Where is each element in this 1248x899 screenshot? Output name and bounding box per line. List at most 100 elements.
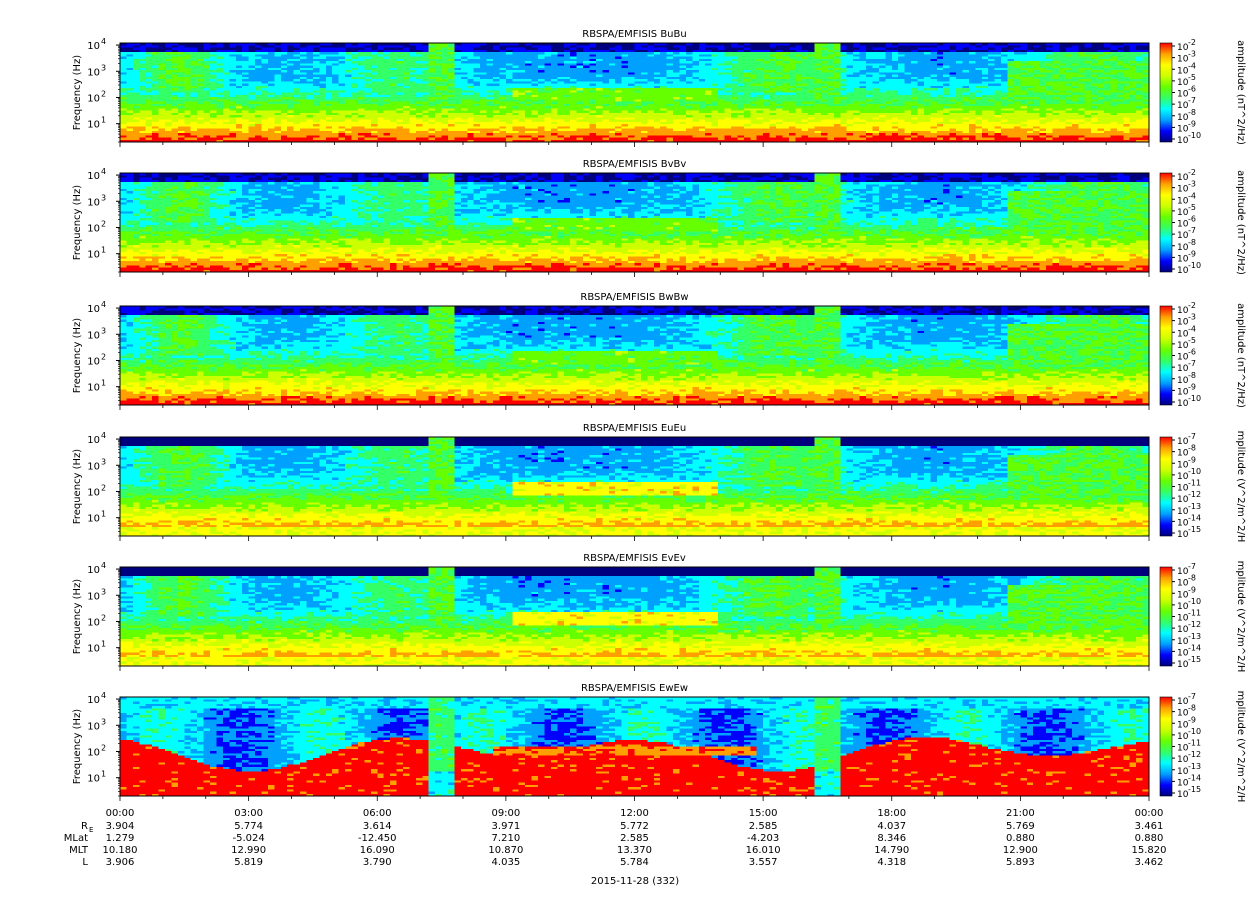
heatmap-cell: [248, 106, 256, 109]
heatmap-cell: [120, 90, 127, 93]
heatmap-cell: [126, 49, 134, 53]
heatmap-cell: [267, 81, 275, 84]
heatmap-cell: [293, 58, 301, 62]
heatmap-cell: [267, 94, 275, 98]
heatmap-cell: [248, 97, 256, 100]
heatmap-cell: [267, 101, 275, 105]
heatmap-cell: [306, 101, 314, 105]
heatmap-cell: [145, 63, 153, 66]
heatmap-cell: [351, 115, 359, 118]
heatmap-cell: [210, 135, 217, 138]
heatmap-cell: [229, 79, 237, 82]
heatmap-cell: [338, 52, 346, 55]
heatmap-cell: [203, 101, 211, 105]
heatmap-cell: [267, 121, 275, 125]
heatmap-cell: [139, 70, 147, 73]
heatmap-cell: [216, 76, 224, 80]
heatmap-cell: [190, 108, 198, 111]
heatmap-cell: [357, 52, 365, 55]
heatmap-cell: [332, 135, 340, 138]
heatmap-cell: [152, 85, 159, 89]
heatmap-cell: [274, 106, 282, 109]
heatmap-cell: [357, 92, 365, 96]
heatmap-cell: [120, 74, 127, 78]
heatmap-cell: [145, 101, 153, 105]
heatmap-cell: [338, 108, 346, 111]
heatmap-cell: [235, 101, 243, 105]
heatmap-cell: [216, 79, 224, 82]
heatmap-cell: [338, 76, 346, 80]
heatmap-cell: [267, 56, 275, 60]
heatmap-cell: [158, 54, 166, 57]
heatmap-cell: [229, 72, 237, 75]
heatmap-cell: [197, 49, 205, 53]
heatmap-cell: [229, 99, 237, 102]
heatmap-cell: [120, 70, 127, 73]
heatmap-cell: [177, 47, 185, 51]
heatmap-cell: [203, 106, 211, 109]
heatmap-cell: [158, 121, 166, 125]
heatmap-cell: [274, 52, 282, 55]
heatmap-cell: [132, 81, 140, 84]
heatmap-cell: [319, 61, 327, 64]
heatmap-cell: [312, 56, 320, 60]
heatmap-cell: [261, 61, 269, 64]
heatmap-cell: [261, 121, 269, 125]
heatmap-cell: [139, 137, 147, 141]
heatmap-cell: [280, 130, 288, 134]
heatmap-cell: [158, 88, 166, 91]
heatmap-cell: [165, 106, 172, 109]
heatmap-cell: [306, 65, 314, 69]
heatmap-cell: [197, 117, 205, 120]
heatmap-cell: [132, 108, 140, 111]
heatmap-cell: [222, 119, 230, 123]
heatmap-cell: [145, 92, 153, 96]
heatmap-cell: [210, 133, 217, 136]
heatmap-cell: [152, 119, 159, 123]
heatmap-cell: [132, 76, 140, 80]
heatmap-cell: [300, 90, 307, 93]
heatmap-cell: [235, 56, 243, 60]
heatmap-cell: [293, 72, 301, 75]
heatmap-cell: [152, 139, 159, 143]
heatmap-cell: [332, 70, 340, 73]
heatmap-cell: [210, 54, 217, 57]
heatmap-cell: [145, 88, 153, 91]
heatmap-cell: [184, 81, 192, 84]
heatmap-cell: [267, 65, 275, 69]
heatmap-cell: [210, 103, 217, 107]
heatmap-cell: [145, 128, 153, 132]
heatmap-cell: [177, 88, 185, 91]
heatmap-cell: [126, 74, 134, 78]
heatmap-cell: [132, 133, 140, 136]
heatmap-cell: [287, 101, 295, 105]
heatmap-cell: [152, 130, 159, 134]
heatmap-cell: [300, 72, 307, 75]
heatmap-cell: [132, 49, 140, 53]
heatmap-cell: [235, 85, 243, 89]
heatmap-cell: [171, 130, 179, 134]
heatmap-cell: [203, 43, 211, 46]
heatmap-cell: [120, 76, 127, 80]
heatmap-cell: [300, 121, 307, 125]
heatmap-cell: [338, 70, 346, 73]
heatmap-cell: [210, 88, 217, 91]
heatmap-cell: [325, 56, 333, 60]
heatmap-cell: [274, 117, 282, 120]
heatmap-cell: [152, 72, 159, 75]
heatmap-cell: [293, 106, 301, 109]
heatmap-cell: [222, 108, 230, 111]
heatmap-cell: [132, 63, 140, 66]
heatmap-cell: [203, 97, 211, 100]
heatmap-cell: [165, 70, 172, 73]
heatmap-cell: [197, 94, 205, 98]
heatmap-cell: [312, 79, 320, 82]
heatmap-cell: [345, 126, 352, 129]
heatmap-cell: [248, 112, 256, 116]
heatmap-cell: [319, 117, 327, 120]
heatmap-cell: [222, 121, 230, 125]
heatmap-cell: [171, 121, 179, 125]
heatmap-cell: [351, 133, 359, 136]
heatmap-cell: [280, 61, 288, 64]
heatmap-cell: [229, 124, 237, 127]
